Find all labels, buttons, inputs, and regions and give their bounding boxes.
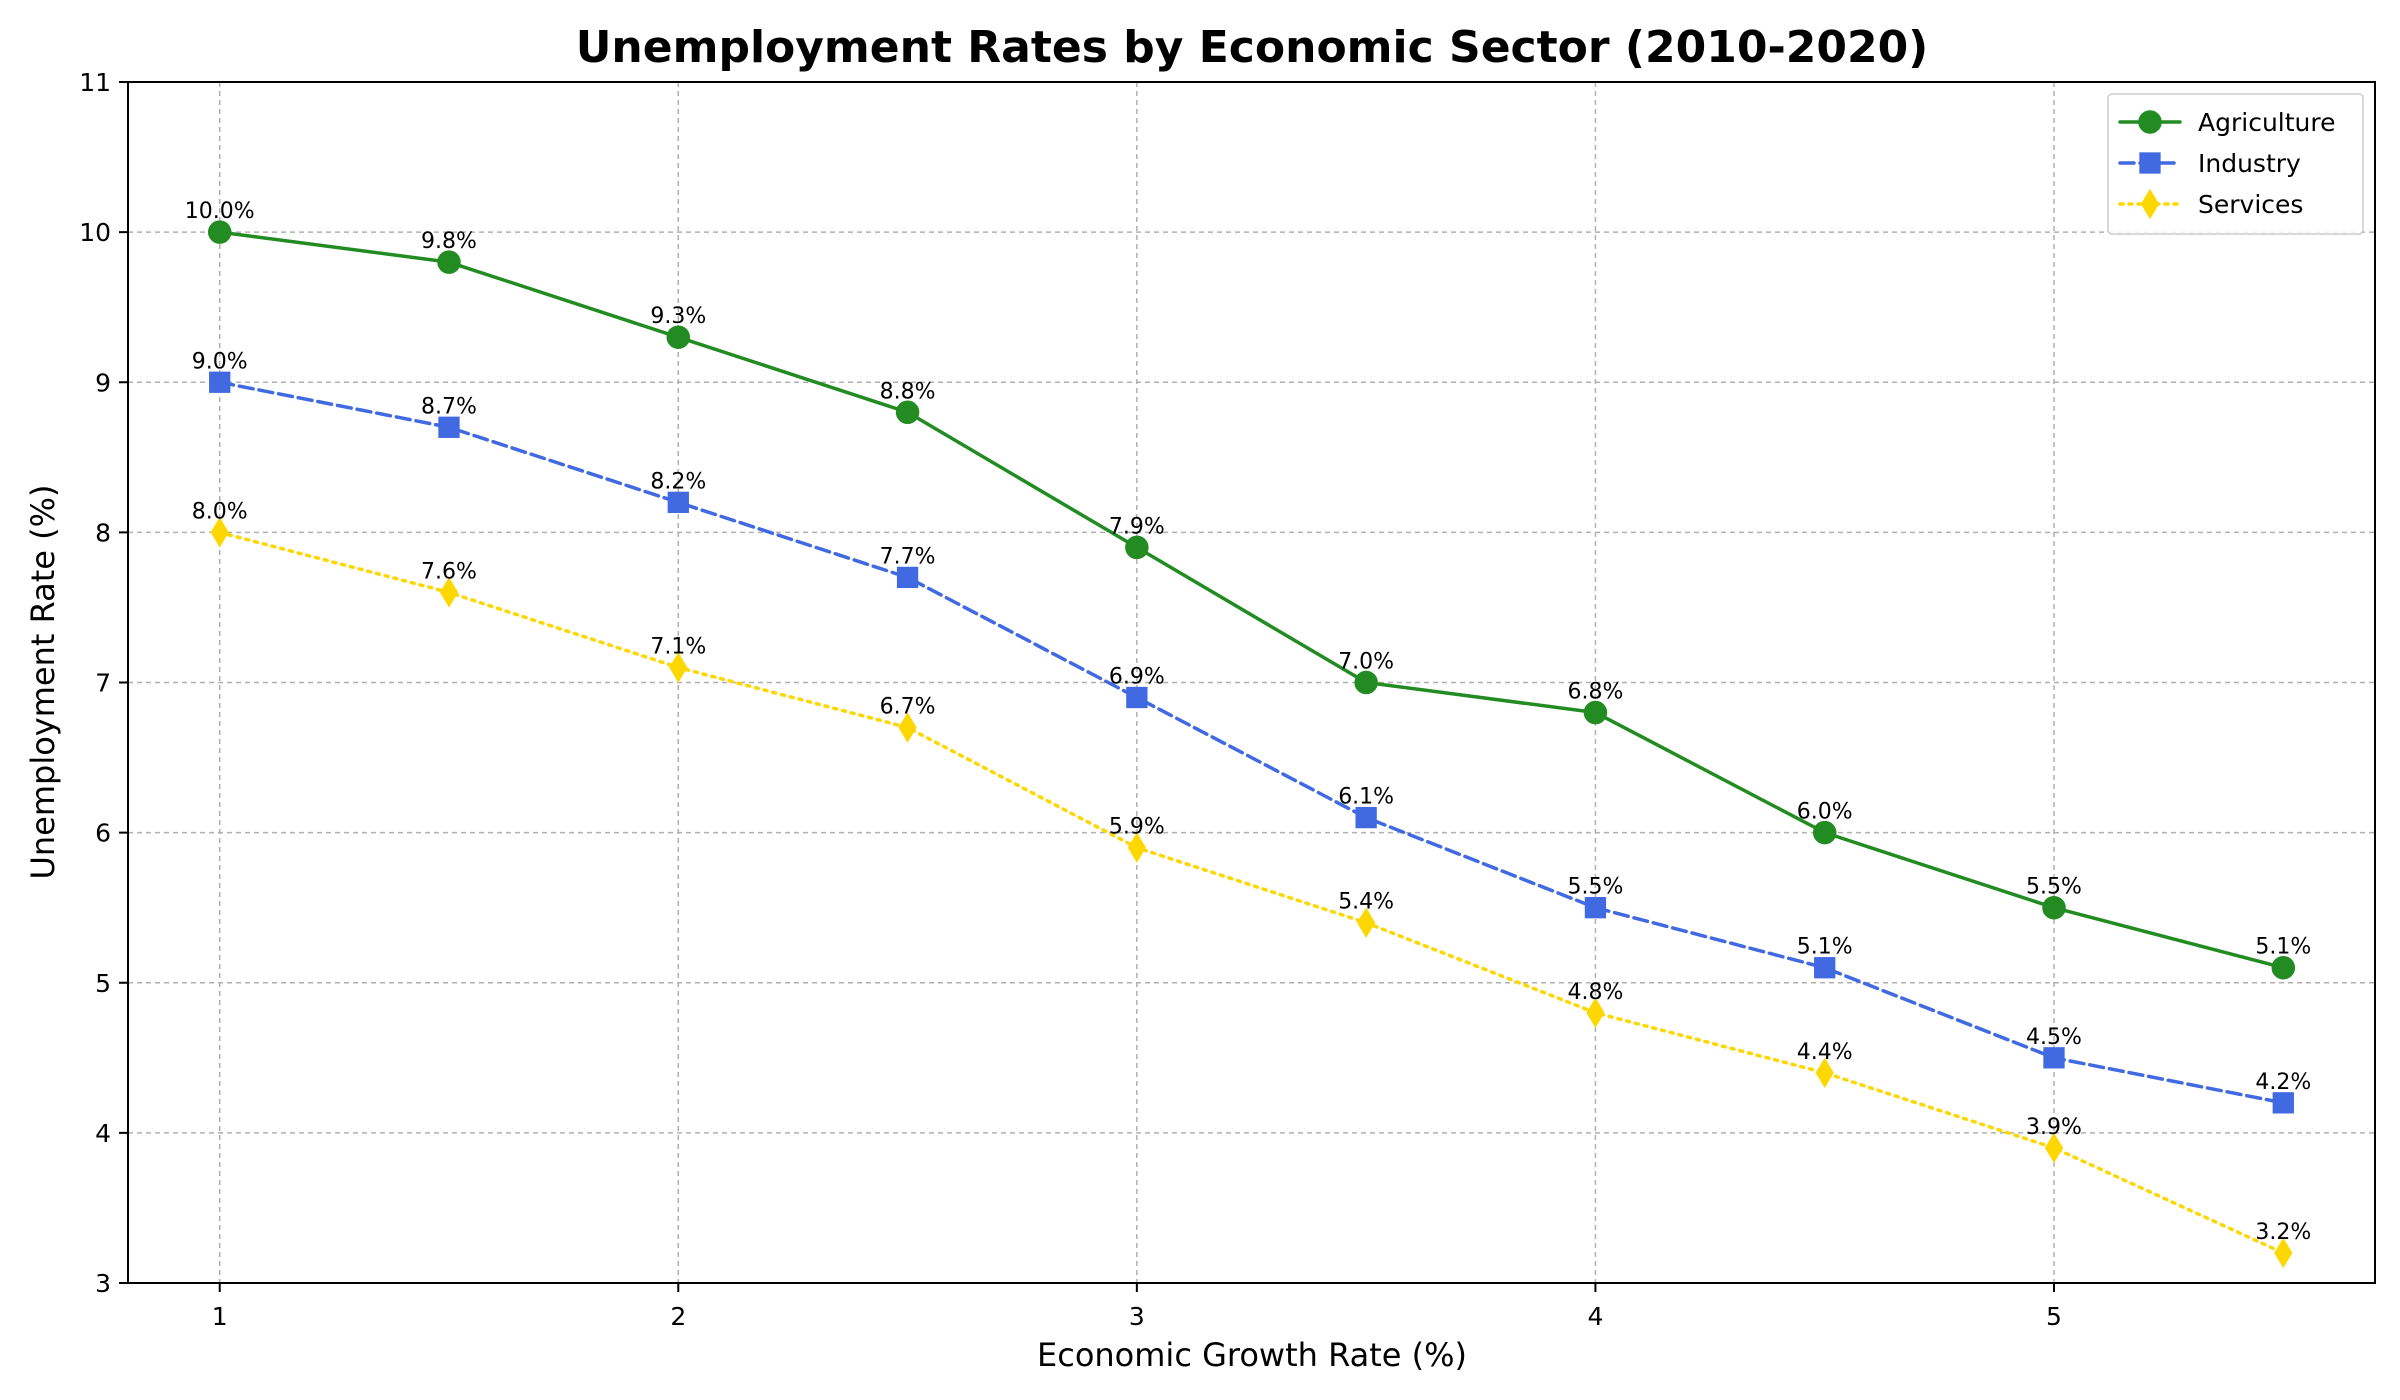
legend-label-services: Services (2198, 190, 2303, 219)
chart-title: Unemployment Rates by Economic Sector (2… (576, 22, 1929, 73)
data-label-services: 4.8% (1567, 980, 1623, 1005)
y-tick-label: 3 (95, 1269, 111, 1298)
y-tick-label: 9 (95, 368, 111, 397)
data-label-industry: 4.5% (2026, 1025, 2082, 1050)
x-tick-label: 1 (212, 1302, 228, 1331)
data-point-industry (1126, 686, 1148, 709)
series-line-industry (217, 380, 2286, 1105)
data-point-industry (2043, 1047, 2065, 1069)
data-point-agriculture (207, 220, 232, 244)
axis-ticks: 1 2 3 4 5 3 4 5 6 7 8 9 10 11 (79, 68, 2062, 1331)
y-tick-label: 6 (95, 819, 111, 848)
data-point-services (439, 577, 459, 608)
data-label-services: 5.4% (1338, 890, 1394, 915)
data-point-industry (1355, 806, 1377, 829)
data-label-industry: 4.2% (2255, 1070, 2311, 1095)
legend-marker-agriculture (2138, 110, 2162, 134)
y-tick-label: 7 (95, 669, 111, 698)
data-point-industry (209, 371, 231, 393)
data-point-agriculture (1583, 700, 1608, 725)
y-tick-label: 8 (95, 518, 111, 547)
x-tick-label: 4 (1587, 1302, 1603, 1331)
data-point-services (210, 517, 229, 548)
data-point-services (669, 652, 688, 683)
data-label-agriculture: 6.8% (1567, 680, 1623, 705)
data-point-services (1357, 907, 1376, 938)
data-label-services: 8.0% (192, 499, 248, 524)
data-label-agriculture: 9.8% (421, 229, 477, 254)
x-tick-label: 5 (2046, 1302, 2062, 1331)
legend-box (2107, 93, 2364, 235)
series-markers (207, 220, 2296, 1269)
y-tick-label: 10 (79, 218, 111, 247)
data-point-services (898, 712, 917, 743)
data-point-agriculture (1812, 820, 1837, 845)
data-point-agriculture (895, 400, 920, 425)
series-line-agriculture (217, 230, 2286, 970)
data-label-industry: 8.2% (650, 469, 706, 494)
data-label-agriculture: 8.8% (880, 379, 936, 404)
data-label-services: 4.4% (1797, 1040, 1853, 1065)
data-label-services: 5.9% (1109, 815, 1165, 840)
legend-marker-industry (2139, 152, 2161, 174)
data-label-industry: 8.7% (421, 394, 477, 419)
data-label-industry: 7.7% (880, 544, 936, 569)
grid (128, 81, 2375, 1284)
y-tick-label: 5 (95, 969, 111, 998)
data-point-industry (438, 416, 460, 438)
data-label-agriculture: 6.0% (1797, 800, 1853, 825)
data-label-agriculture: 7.0% (1338, 650, 1394, 675)
y-axis-label: Unemployment Rate (%) (24, 484, 62, 879)
data-point-services (2044, 1132, 2064, 1164)
data-label-agriculture: 9.3% (650, 304, 706, 329)
y-tick-label: 11 (79, 68, 111, 97)
data-labels: 10.0% 9.8% 9.3% 8.8% 7.9% 7.0% 6.8% 6.0% 5.5% 5.1… (185, 199, 2311, 1245)
data-point-industry (1584, 897, 1607, 919)
data-point-services (1127, 832, 1146, 863)
legend-label-agriculture: Agriculture (2198, 108, 2336, 137)
data-label-agriculture: 5.5% (2026, 875, 2082, 900)
data-point-agriculture (1354, 670, 1378, 695)
legend: Agriculture Industry Services (2107, 93, 2364, 235)
x-axis-label: Economic Growth Rate (%) (1037, 1336, 1467, 1374)
data-point-agriculture (666, 325, 691, 349)
data-label-agriculture: 10.0% (185, 199, 255, 224)
x-tick-label: 3 (1129, 1302, 1145, 1331)
data-point-agriculture (2271, 955, 2296, 980)
data-label-industry: 5.1% (1797, 935, 1853, 960)
data-label-agriculture: 5.1% (2255, 935, 2311, 960)
data-label-agriculture: 7.9% (1109, 514, 1165, 539)
data-label-services: 7.6% (421, 559, 477, 584)
data-point-industry (1814, 957, 1836, 979)
y-tick-label: 4 (95, 1119, 111, 1148)
data-point-agriculture (1125, 535, 1149, 560)
data-point-services (2274, 1237, 2293, 1269)
data-label-services: 7.1% (650, 634, 706, 659)
legend-label-industry: Industry (2198, 149, 2301, 178)
data-point-industry (896, 566, 919, 589)
data-label-industry: 5.5% (1567, 875, 1623, 900)
data-label-services: 3.9% (2026, 1115, 2082, 1140)
data-point-services (1815, 1057, 1834, 1089)
legend-marker-services (2140, 188, 2160, 220)
data-point-services (1586, 997, 1605, 1028)
data-point-industry (667, 491, 689, 514)
data-label-industry: 6.1% (1338, 785, 1394, 810)
data-label-industry: 9.0% (192, 349, 248, 374)
data-point-industry (2272, 1092, 2294, 1114)
data-label-services: 3.2% (2255, 1220, 2311, 1245)
series-line-services (217, 530, 2286, 1255)
data-label-industry: 6.9% (1109, 665, 1165, 690)
series-lines (217, 230, 2286, 1255)
x-tick-label: 2 (670, 1302, 686, 1331)
data-label-services: 6.7% (880, 695, 936, 720)
data-point-agriculture (2042, 895, 2066, 920)
data-point-agriculture (437, 250, 461, 274)
